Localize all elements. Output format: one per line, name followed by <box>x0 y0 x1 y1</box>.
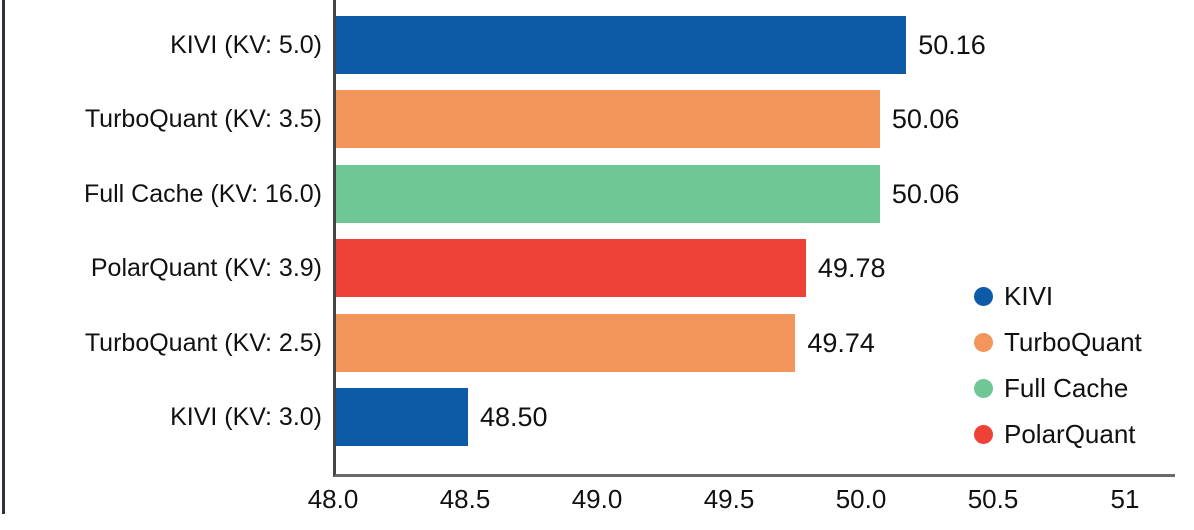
bar-turboquant-2.5 <box>336 313 796 372</box>
x-tick-label: 50.0 <box>835 484 887 514</box>
bar-value-label: 48.50 <box>480 402 548 432</box>
legend-label: TurboQuant <box>1004 326 1142 357</box>
legend-marker-icon <box>974 332 993 352</box>
bar-turboquant-3.5 <box>336 90 880 149</box>
legend-label: Full Cache <box>1004 372 1129 403</box>
bar-value-label: 49.78 <box>817 253 886 284</box>
legend-item-turboquant: TurboQuant <box>974 319 1142 365</box>
legend-item-kivi: KIVI <box>974 273 1142 319</box>
bar-value-label: 50.06 <box>891 178 960 209</box>
category-label: KIVI (KV: 5.0) <box>170 31 322 59</box>
bar-value-label: 50.06 <box>891 104 960 135</box>
legend-label: PolarQuant <box>1004 418 1136 449</box>
bar-kivi-5.0 <box>336 16 907 74</box>
bar-full-cache-16.0 <box>336 164 880 223</box>
category-label: PolarQuant (KV: 3.9) <box>90 254 322 283</box>
category-label: Full Cache (KV: 16.0) <box>83 179 322 208</box>
legend-marker-icon <box>974 424 993 444</box>
x-tick-label: 50.5 <box>967 484 1019 514</box>
legend-marker-icon <box>974 286 993 306</box>
legend-label: KIVI <box>1004 280 1054 311</box>
bar-kivi-3.0 <box>336 388 468 446</box>
bar-value-label: 50.16 <box>918 30 986 60</box>
legend-item-full-cache: Full Cache <box>974 365 1142 411</box>
category-label: KIVI (KV: 3.0) <box>170 403 322 431</box>
figure-left-border <box>2 0 5 514</box>
legend-marker-icon <box>974 378 993 398</box>
x-tick-label: 49.0 <box>571 484 623 514</box>
legend-item-polarquant: PolarQuant <box>974 411 1142 457</box>
category-label: TurboQuant (KV: 3.5) <box>84 105 322 134</box>
x-tick-label: 51 <box>1110 484 1140 514</box>
plot-area: 50.16 50.06 50.06 49.78 49.74 48.50 <box>333 0 1175 477</box>
legend: KIVI TurboQuant Full Cache PolarQuant <box>974 273 1142 457</box>
bar-value-label: 49.74 <box>807 327 875 358</box>
x-tick-label: 48.5 <box>439 484 491 514</box>
x-tick-label: 49.5 <box>703 484 755 514</box>
category-label: TurboQuant (KV: 2.5) <box>84 328 322 357</box>
x-tick-label: 48.0 <box>307 484 359 514</box>
bar-polarquant-3.9 <box>336 239 806 298</box>
